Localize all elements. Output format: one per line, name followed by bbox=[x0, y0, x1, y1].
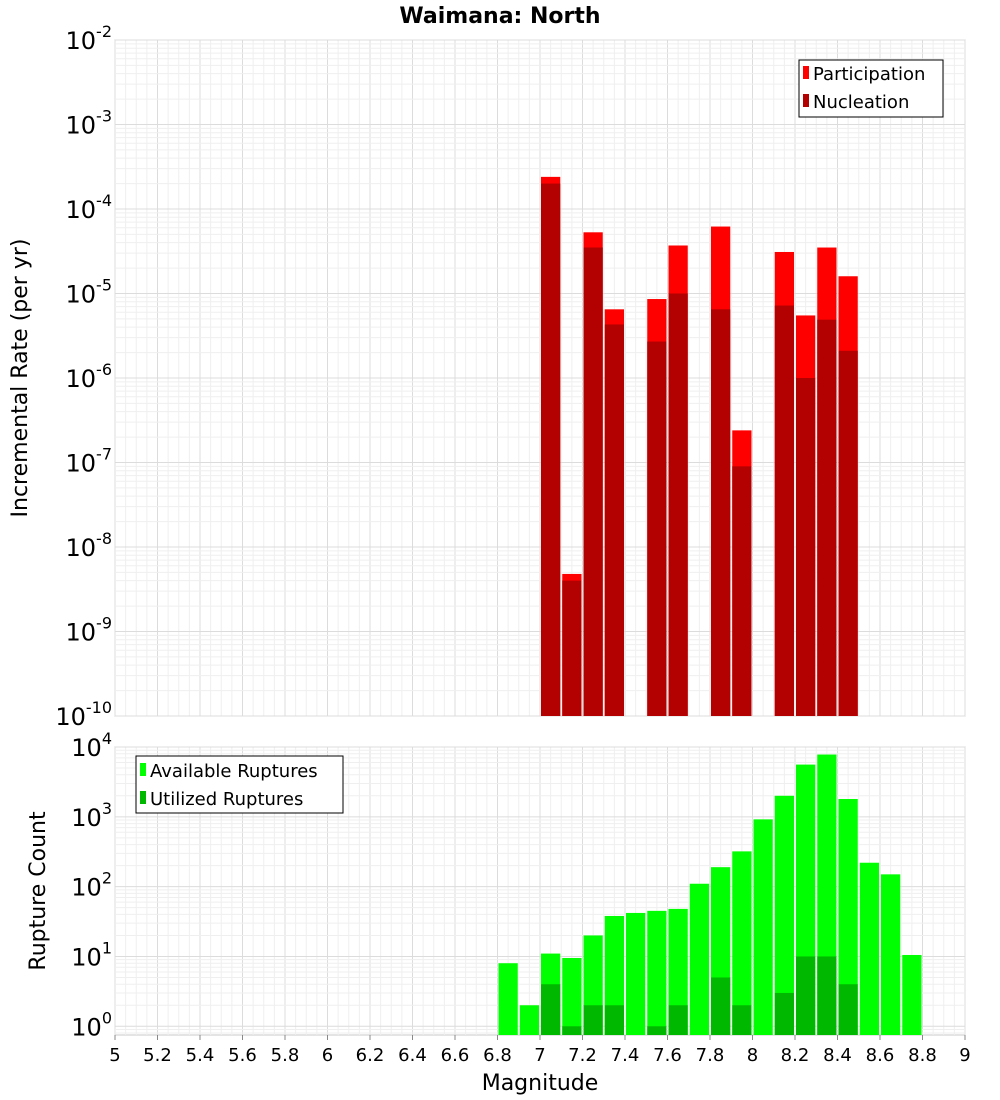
legend-label-participation: Participation bbox=[813, 64, 925, 85]
legend-swatch-available bbox=[140, 763, 146, 776]
bar-utilized-ruptures bbox=[817, 956, 837, 1035]
y-tick-label: 102 bbox=[71, 869, 112, 902]
y-tick-label: 10-8 bbox=[66, 529, 113, 562]
x-tick-label: 6.2 bbox=[356, 1045, 385, 1066]
legend-label-utilized: Utilized Ruptures bbox=[150, 789, 303, 810]
y-tick-label: 10-4 bbox=[66, 191, 113, 224]
bar-nucleation bbox=[583, 247, 603, 716]
bar-utilized-ruptures bbox=[711, 977, 731, 1035]
bar-nucleation bbox=[838, 350, 858, 716]
y-tick-label: 10-9 bbox=[66, 614, 113, 647]
bar-available-ruptures bbox=[689, 883, 709, 1035]
bar-available-ruptures bbox=[626, 912, 646, 1035]
legend-label-available: Available Ruptures bbox=[150, 761, 318, 782]
top-y-axis-label: Incremental Rate (per yr) bbox=[8, 239, 33, 518]
x-tick-label: 5.6 bbox=[228, 1045, 257, 1066]
x-tick-label: 5.8 bbox=[271, 1045, 300, 1066]
bottom-y-ticks: 100 101 102 103 104 bbox=[71, 729, 112, 1041]
x-tick-label: 8.6 bbox=[866, 1045, 895, 1066]
bar-nucleation bbox=[774, 305, 794, 716]
bottom-y-axis-label: Rupture Count bbox=[26, 811, 51, 971]
bar-available-ruptures bbox=[498, 963, 518, 1035]
chart-title: Waimana: North bbox=[399, 4, 600, 29]
bar-utilized-ruptures bbox=[838, 984, 858, 1035]
bar-available-ruptures bbox=[562, 958, 582, 1035]
bar-utilized-ruptures bbox=[668, 1005, 688, 1035]
bar-available-ruptures bbox=[604, 915, 624, 1035]
bar-available-ruptures bbox=[519, 1005, 539, 1035]
bar-utilized-ruptures bbox=[732, 1005, 752, 1035]
x-axis-label: Magnitude bbox=[482, 1071, 599, 1096]
x-tick-label: 7.4 bbox=[611, 1045, 640, 1066]
bottom-bars bbox=[498, 754, 922, 1035]
bar-available-ruptures bbox=[732, 851, 752, 1035]
x-tick-label: 6.4 bbox=[398, 1045, 427, 1066]
y-tick-label: 10-2 bbox=[66, 22, 113, 55]
legend-swatch-participation bbox=[803, 66, 809, 79]
bottom-legend-box bbox=[135, 755, 344, 814]
legend-swatch-nucleation bbox=[803, 94, 809, 107]
bar-nucleation bbox=[817, 319, 837, 716]
x-tick-label: 6 bbox=[322, 1045, 333, 1066]
bar-utilized-ruptures bbox=[541, 984, 561, 1035]
bar-nucleation bbox=[562, 580, 582, 716]
y-tick-label: 100 bbox=[71, 1008, 112, 1041]
x-tick-label: 7 bbox=[534, 1045, 545, 1066]
bottom-legend: Available Ruptures Utilized Ruptures bbox=[135, 755, 344, 814]
top-bars bbox=[541, 176, 858, 717]
y-tick-label: 103 bbox=[71, 799, 112, 832]
y-tick-label: 10-3 bbox=[66, 107, 113, 140]
x-tick-label: 9 bbox=[959, 1045, 970, 1066]
y-tick-label: 10-7 bbox=[66, 445, 113, 478]
bar-utilized-ruptures bbox=[583, 1005, 603, 1035]
bar-utilized-ruptures bbox=[796, 956, 816, 1035]
y-tick-label: 10-6 bbox=[66, 360, 113, 393]
bar-available-ruptures bbox=[647, 910, 667, 1035]
bottom-x-ticks: 5 5.2 5.4 5.6 5.8 6 6.2 6.4 6.6 6.8 7 7.2 7.4 7.6 7.8 8… bbox=[109, 1035, 971, 1066]
x-tick-label: 6.8 bbox=[483, 1045, 512, 1066]
x-tick-label: 8 bbox=[747, 1045, 758, 1066]
y-tick-label: 10-10 bbox=[55, 698, 112, 731]
bar-available-ruptures bbox=[838, 798, 858, 1035]
x-tick-label: 7.6 bbox=[653, 1045, 682, 1066]
x-tick-label: 8.2 bbox=[781, 1045, 810, 1066]
bar-utilized-ruptures bbox=[774, 992, 794, 1035]
bar-available-ruptures bbox=[753, 819, 773, 1035]
x-tick-label: 7.2 bbox=[568, 1045, 597, 1066]
bar-utilized-ruptures bbox=[562, 1026, 582, 1035]
bar-nucleation bbox=[796, 378, 816, 716]
bar-utilized-ruptures bbox=[647, 1026, 667, 1035]
x-tick-label: 8.8 bbox=[908, 1045, 937, 1066]
legend-swatch-utilized bbox=[140, 791, 146, 804]
legend-label-nucleation: Nucleation bbox=[813, 92, 909, 113]
y-tick-label: 10-5 bbox=[66, 276, 113, 309]
x-tick-label: 8.4 bbox=[823, 1045, 852, 1066]
x-tick-label: 7.8 bbox=[696, 1045, 725, 1066]
bar-available-ruptures bbox=[668, 908, 688, 1035]
bar-available-ruptures bbox=[902, 954, 922, 1035]
top-y-ticks: 10-10 10-9 10-8 10-7 10-6 10-5 10-4 10-3 10-2 bbox=[55, 22, 112, 731]
x-tick-label: 6.6 bbox=[441, 1045, 470, 1066]
bar-nucleation bbox=[647, 341, 667, 716]
top-grid bbox=[114, 39, 966, 717]
bar-utilized-ruptures bbox=[604, 1005, 624, 1035]
y-tick-label: 101 bbox=[71, 938, 112, 971]
bar-nucleation bbox=[668, 293, 688, 716]
bar-available-ruptures bbox=[859, 862, 879, 1035]
x-tick-label: 5.2 bbox=[143, 1045, 172, 1066]
bar-nucleation bbox=[732, 466, 752, 716]
bar-nucleation bbox=[541, 183, 561, 716]
top-legend: Participation Nucleation bbox=[798, 59, 944, 118]
top-legend-box bbox=[798, 59, 944, 118]
bar-nucleation bbox=[604, 324, 624, 716]
top-panel: 10-10 10-9 10-8 10-7 10-6 10-5 10-4 10-3 10-2 In… bbox=[8, 22, 966, 731]
x-tick-label: 5.4 bbox=[186, 1045, 215, 1066]
x-tick-label: 5 bbox=[109, 1045, 120, 1066]
bar-available-ruptures bbox=[881, 874, 901, 1035]
y-tick-label: 104 bbox=[71, 729, 112, 762]
bar-available-ruptures bbox=[774, 795, 794, 1035]
bar-nucleation bbox=[711, 309, 731, 716]
bottom-panel: 100 101 102 103 104 5 5.2 5.4 5.6 5.8 6 6.2 6.4 6.6 6… bbox=[26, 729, 971, 1096]
